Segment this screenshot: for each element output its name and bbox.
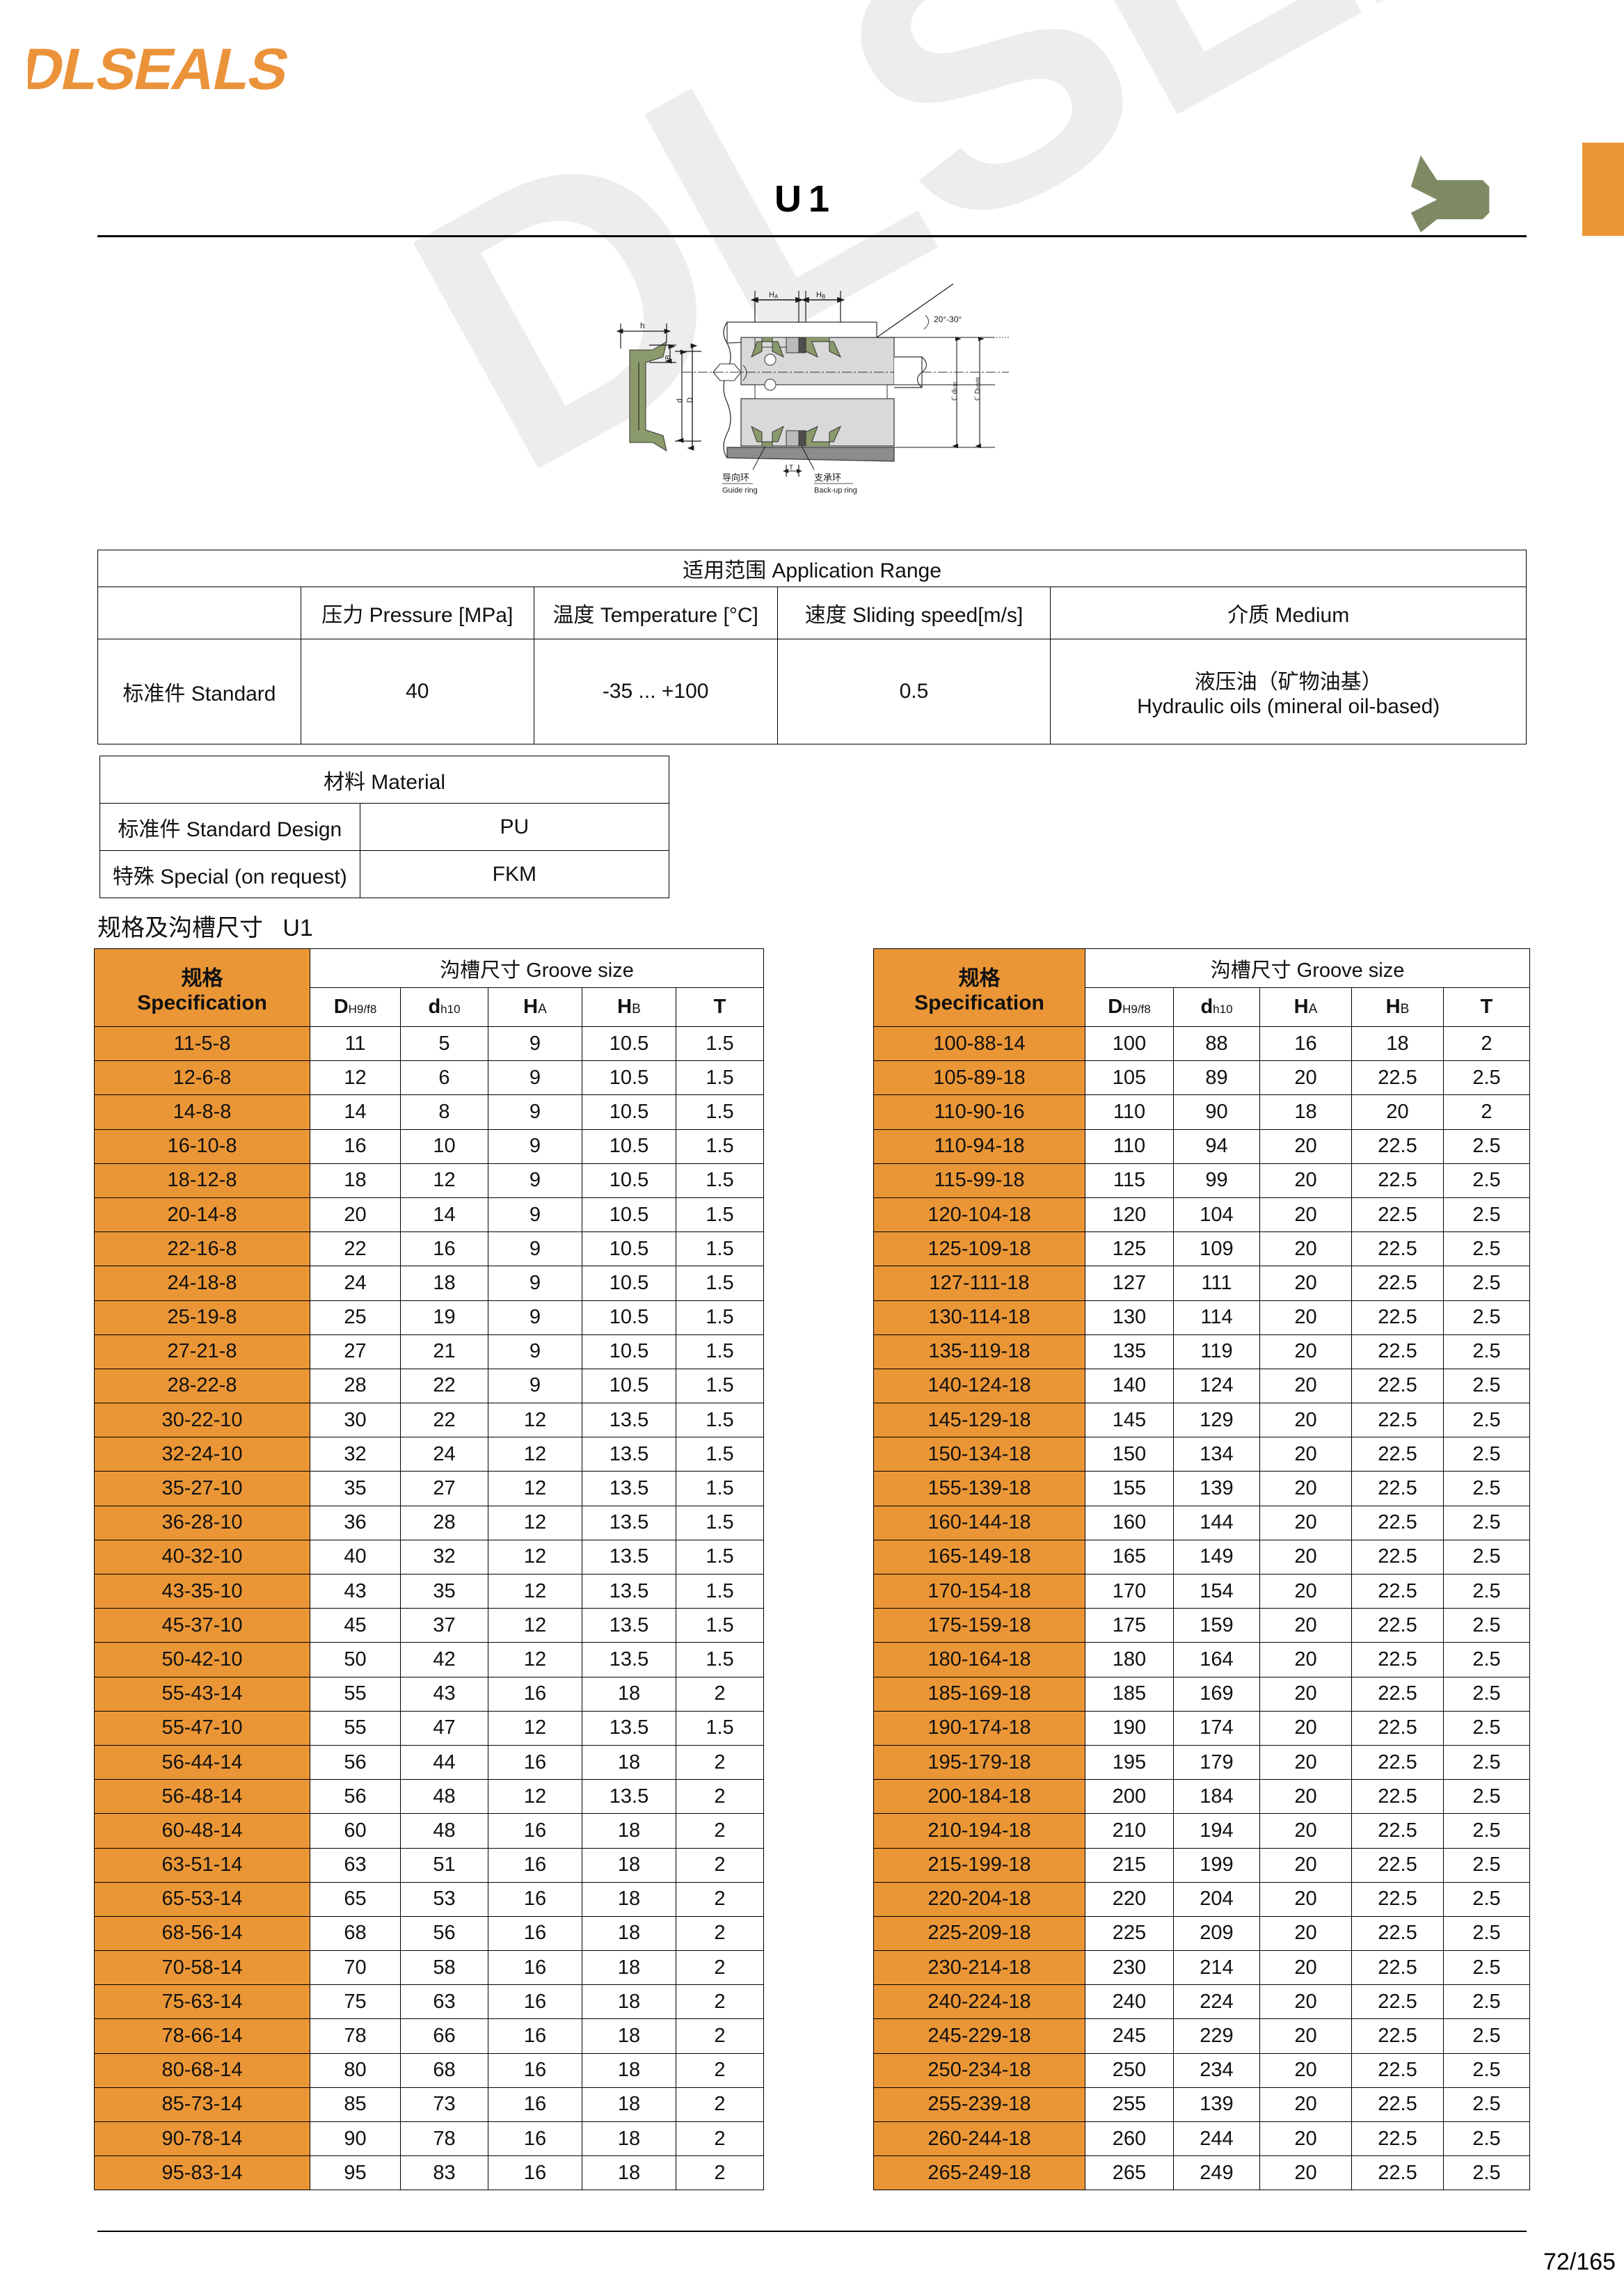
svg-text:HA: HA [769,291,779,300]
svg-text:HB: HB [816,291,825,300]
svg-text:DLSEALS: DLSEALS [28,40,294,102]
svg-text:Back-up ring: Back-up ring [814,486,857,495]
svg-text:20°-30°: 20°-30° [934,314,962,324]
svg-text:D: D [686,397,694,403]
svg-text:d: d [676,399,684,403]
svg-text:ℂ DH9/f8: ℂ DH9/f8 [974,377,982,401]
svg-text:B: B [664,355,672,360]
svg-text:Guide ring: Guide ring [722,486,758,495]
svg-text:支承环: 支承环 [814,472,841,483]
svg-text:h: h [640,321,645,330]
svg-text:导向环: 导向环 [722,472,749,483]
svg-text:T: T [789,464,793,472]
